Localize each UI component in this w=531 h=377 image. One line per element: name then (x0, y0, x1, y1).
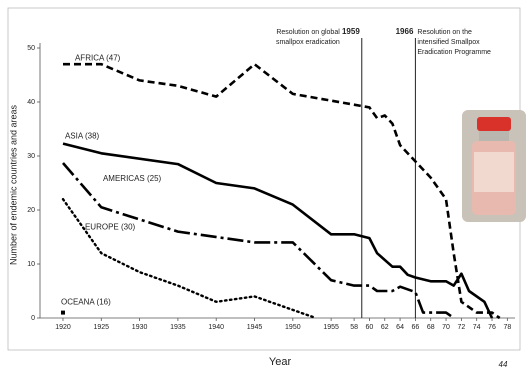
annotation-text: Resolution on the (417, 29, 472, 36)
x-axis-label: Year (269, 356, 292, 368)
x-tick-label: 1940 (208, 324, 224, 331)
x-tick-label: 1920 (55, 324, 71, 331)
x-tick-label: 58 (350, 324, 358, 331)
chart: Number of endemic countries and areas Ye… (0, 0, 531, 372)
annotation-text: intensified Smallpox (417, 39, 480, 46)
vial-label (474, 152, 514, 192)
x-tick-label: 1935 (170, 324, 186, 331)
y-tick-label: 0 (31, 315, 35, 322)
x-tick-label: 66 (412, 324, 420, 331)
x-tick-label: 74 (473, 324, 481, 331)
x-tick-label: 60 (366, 324, 374, 331)
annotation-year: 1966 (396, 27, 414, 36)
annotation-text: Eradication Programme (417, 49, 491, 56)
page-number: 44 (499, 360, 508, 369)
x-tick-label: 1950 (285, 324, 301, 331)
x-tick-label: 1925 (94, 324, 110, 331)
annotation-year: 1959 (342, 27, 360, 36)
annotation-text: smallpox eradication (276, 39, 340, 46)
x-tick-label: 62 (381, 324, 389, 331)
y-tick-label: 30 (27, 153, 35, 160)
series-line (63, 64, 500, 318)
y-axis-label: Number of endemic countries and areas (8, 104, 18, 265)
vial-photo (462, 110, 526, 222)
y-tick-label: 20 (27, 207, 35, 214)
x-tick-label: 64 (396, 324, 404, 331)
x-tick-label: 1955 (323, 324, 339, 331)
x-tick-label: 76 (488, 324, 496, 331)
vial-cap (477, 117, 511, 131)
data-point (61, 311, 65, 315)
y-tick-label: 50 (27, 45, 35, 52)
x-tick-label: 1945 (247, 324, 263, 331)
annotation-text: Resolution on global (276, 29, 340, 36)
x-tick-label: 78 (503, 324, 511, 331)
series-line (63, 163, 454, 318)
vial-neck (479, 131, 509, 141)
series-label: ASIA (38) (65, 132, 100, 141)
x-tick-label: 68 (427, 324, 435, 331)
series-label: OCEANA (16) (61, 298, 111, 307)
x-tick-label: 70 (442, 324, 450, 331)
series-label: AMERICAS (25) (103, 174, 162, 183)
x-tick-label: 1930 (132, 324, 148, 331)
x-tick-label: 72 (457, 324, 465, 331)
y-tick-label: 40 (27, 99, 35, 106)
series-label: AFRICA (47) (75, 53, 121, 62)
series-label: EUROPE (30) (85, 222, 136, 231)
y-tick-label: 10 (27, 261, 35, 268)
